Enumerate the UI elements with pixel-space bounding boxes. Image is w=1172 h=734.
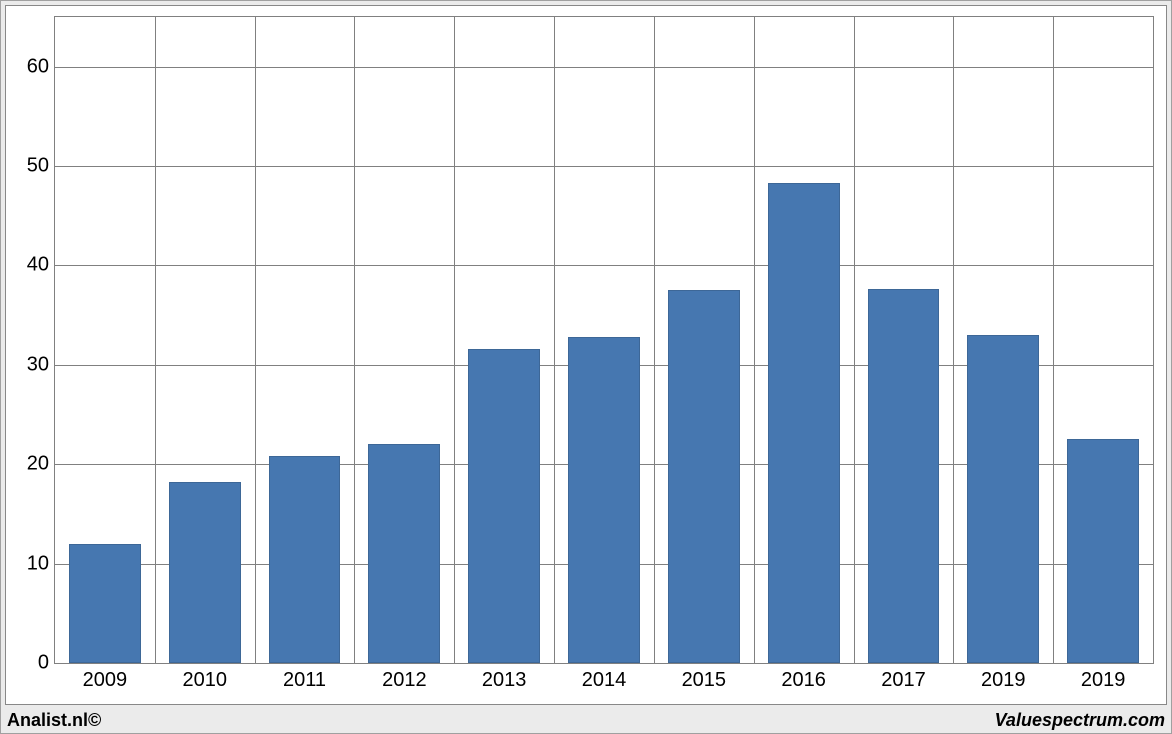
y-axis-tick-label: 20 <box>27 453 55 476</box>
bar <box>967 335 1039 663</box>
gridline-vertical <box>155 17 156 663</box>
gridline-vertical <box>654 17 655 663</box>
y-axis-tick-label: 60 <box>27 55 55 78</box>
y-axis-tick-label: 40 <box>27 254 55 277</box>
y-axis-tick-label: 50 <box>27 155 55 178</box>
x-axis-tick-label: 2012 <box>382 663 427 692</box>
gridline-vertical <box>554 17 555 663</box>
gridline-horizontal <box>55 67 1153 68</box>
gridline-vertical <box>354 17 355 663</box>
x-axis-tick-label: 2014 <box>582 663 627 692</box>
bar <box>368 444 440 663</box>
gridline-vertical <box>255 17 256 663</box>
y-axis-tick-label: 10 <box>27 552 55 575</box>
bar <box>169 482 241 663</box>
x-axis-tick-label: 2009 <box>83 663 128 692</box>
y-axis-tick-label: 30 <box>27 353 55 376</box>
x-axis-tick-label: 2015 <box>682 663 727 692</box>
bar <box>868 289 940 663</box>
bar <box>69 544 141 663</box>
y-axis-tick-label: 0 <box>38 652 55 675</box>
footer-right-credit: Valuespectrum.com <box>995 710 1165 731</box>
x-axis-tick-label: 2011 <box>283 663 326 692</box>
x-axis-tick-label: 2019 <box>981 663 1026 692</box>
chart-container: 0 10 20 30 40 50 60 2009 2010 2011 2012 2013 2014 201… <box>0 0 1172 734</box>
x-axis-tick-label: 2017 <box>881 663 926 692</box>
footer-left-credit: Analist.nl© <box>7 710 101 731</box>
gridline-horizontal <box>55 265 1153 266</box>
gridline-vertical <box>953 17 954 663</box>
x-axis-tick-label: 2016 <box>781 663 826 692</box>
gridline-vertical <box>754 17 755 663</box>
x-axis-tick-label: 2013 <box>482 663 527 692</box>
bar <box>568 337 640 663</box>
bar <box>768 183 840 663</box>
bar <box>468 349 540 663</box>
bar <box>668 290 740 663</box>
chart-inner-panel: 0 10 20 30 40 50 60 2009 2010 2011 2012 2013 2014 201… <box>5 5 1167 705</box>
gridline-vertical <box>454 17 455 663</box>
x-axis-tick-label: 2019 <box>1081 663 1126 692</box>
x-axis-tick-label: 2010 <box>182 663 227 692</box>
gridline-vertical <box>854 17 855 663</box>
plot-area: 0102030405060200920102011201220132014201… <box>54 16 1154 664</box>
gridline-vertical <box>1053 17 1054 663</box>
bar <box>1067 439 1139 663</box>
gridline-horizontal <box>55 166 1153 167</box>
bar <box>269 456 341 663</box>
